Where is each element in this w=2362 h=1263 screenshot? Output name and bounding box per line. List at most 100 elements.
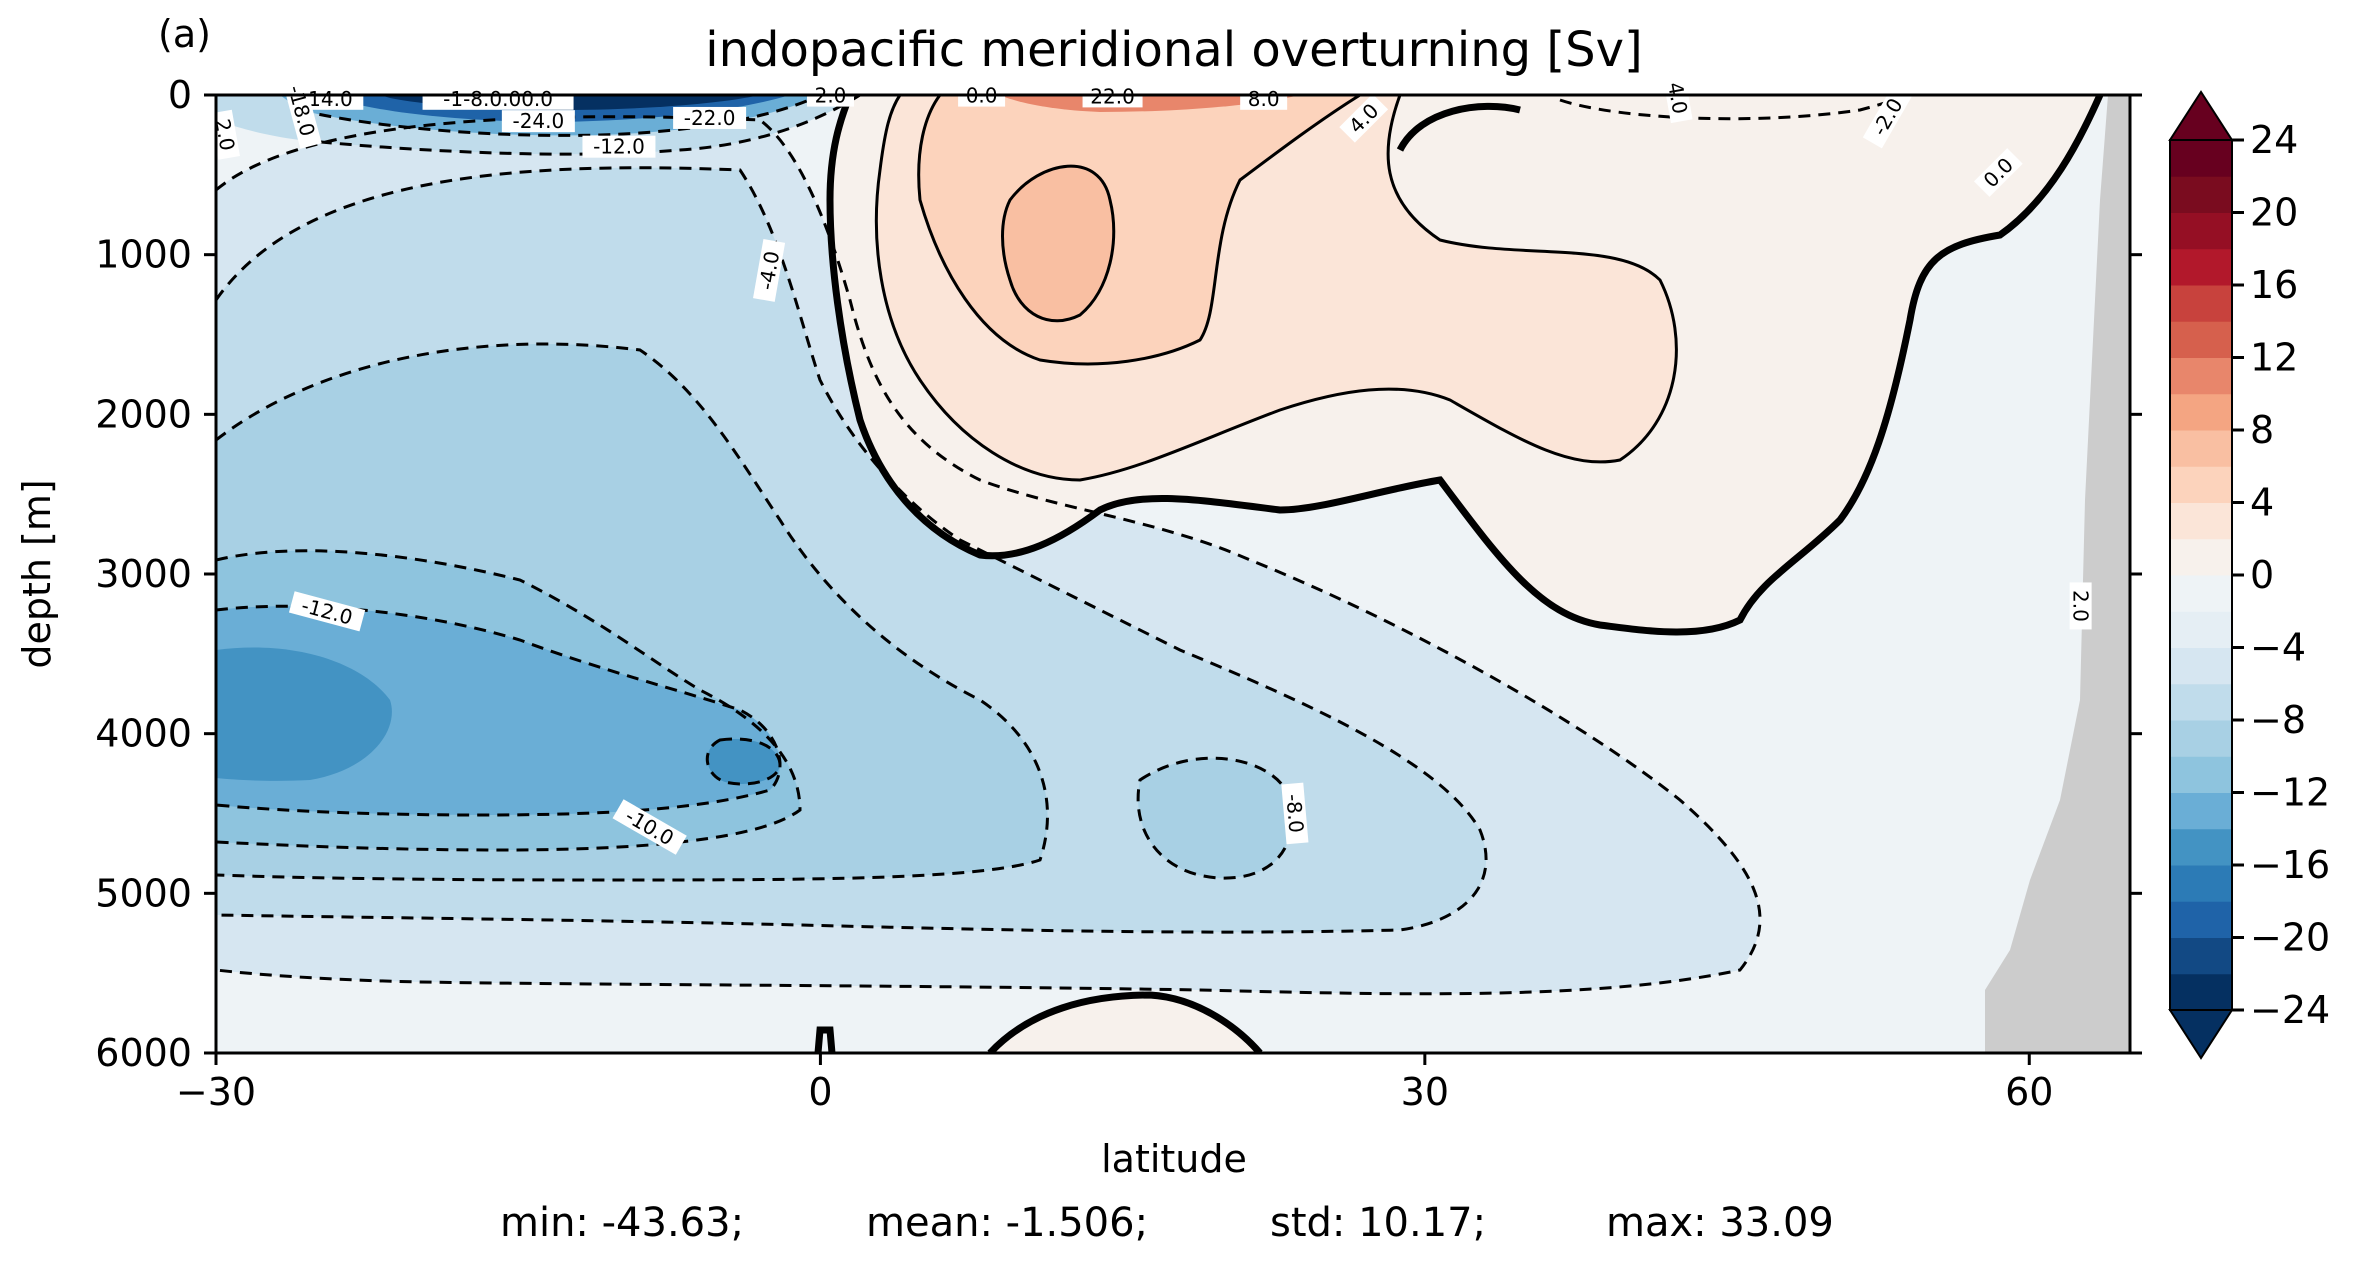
plot-area (216, 95, 2130, 1053)
stats-bar: min: -43.63; mean: -1.506; std: 10.17; m… (0, 1200, 2362, 1260)
colorbar-band (2170, 828, 2232, 866)
contour-label-bg (1281, 782, 1309, 845)
contour-label-bg (1973, 148, 2023, 197)
x-tick-label: 30 (1401, 1070, 1449, 1114)
contour-label-text: -1-8.0.00.0 (443, 87, 553, 111)
colorbar-tick-label: 24 (2250, 118, 2298, 162)
contour-label: -18.0 (281, 72, 322, 149)
colorbar-extend-min (2168, 1009, 2234, 1060)
contour-label-bg (1862, 85, 1912, 149)
contour-lines-positive (874, 95, 1678, 482)
chart-title: indopacific meridional overturning [Sv] (705, 22, 1642, 78)
colorbar-extend-max (2168, 90, 2234, 141)
colorbar-band (2170, 140, 2232, 177)
colorbar-tick-label: 0 (2250, 553, 2274, 597)
colorbar-band (2170, 285, 2232, 322)
colorbar-tick-label: −20 (2250, 916, 2330, 960)
colorbar-band (2170, 901, 2232, 938)
y-tick-label: 0 (168, 73, 192, 117)
y-tick-label: 4000 (95, 712, 192, 756)
colorbar-tick-label: 20 (2250, 191, 2298, 235)
colorbar-band (2170, 973, 2232, 1011)
colorbar-band (2170, 502, 2232, 540)
contour-label-bg (753, 239, 786, 302)
y-tick-label: 2000 (95, 392, 192, 436)
colorbar-band (2170, 176, 2232, 213)
contour-label-text: -22.0 (684, 106, 736, 130)
contour-label-bg (1240, 87, 1288, 110)
contour-label-bg (422, 87, 574, 110)
x-tick-label: 0 (808, 1070, 832, 1114)
colorbar-band (2170, 756, 2232, 793)
contour-label: 0.0 (1973, 148, 2023, 197)
contour-label: -22.0 (673, 106, 747, 130)
colorbar-band (2170, 683, 2232, 721)
colorbar-band (2170, 937, 2232, 975)
y-tick-label: 1000 (95, 233, 192, 277)
colorbar-band (2170, 357, 2232, 395)
colorbar-band (2170, 865, 2232, 902)
colorbar-tick-label: −24 (2250, 988, 2330, 1032)
contour-label-bg (210, 109, 240, 160)
x-tick-label: −30 (176, 1070, 256, 1114)
contour-label: -24.0 (501, 109, 575, 133)
land-mask (1985, 95, 2130, 1053)
colorbar-tick-label: −8 (2250, 698, 2306, 742)
band-neg-island (1138, 758, 1292, 879)
colorbar-band (2170, 611, 2232, 648)
colorbar-band (2170, 575, 2232, 612)
contour-label-text: 2.0 (2069, 590, 2093, 622)
colorbar-band (2170, 248, 2232, 286)
x-axis: −30 0 30 60 (176, 1053, 2053, 1114)
contour-label-text: -12.0 (593, 135, 645, 159)
contour-label-bg (1662, 72, 1693, 124)
colorbar-tick-label: 4 (2250, 481, 2274, 525)
band-neg-center (707, 739, 780, 785)
colorbar-tick-label: −12 (2250, 771, 2330, 815)
y-tick-label: 3000 (95, 552, 192, 596)
y-axis: 0 1000 2000 3000 4000 5000 6000 (95, 73, 2142, 1075)
stat-max: max: 33.09 (1606, 1200, 1834, 1246)
contour-label: -8.0 (1281, 782, 1309, 845)
contour-label-bg (582, 135, 656, 158)
contour-label: -12.0 (582, 135, 656, 159)
contour-label-text: -8.0 (1281, 793, 1308, 834)
contour-label: 2.0 (2069, 582, 2093, 630)
colorbar-band (2170, 720, 2232, 757)
y-tick-label: 5000 (95, 871, 192, 915)
contour-label: 0.0 (958, 84, 1006, 108)
colorbar-band (2170, 321, 2232, 358)
x-axis-label: latitude (1101, 1137, 1247, 1181)
colorbar-tick-label: −16 (2250, 843, 2330, 887)
colorbar-tick-label: 16 (2250, 263, 2298, 307)
band-neg-12 (216, 647, 392, 781)
colorbar-band (2170, 538, 2232, 576)
colorbar-tick-label: 12 (2250, 336, 2298, 380)
contour-label-bg (288, 591, 366, 632)
contour-label-bg (673, 106, 747, 129)
colorbar-band (2170, 466, 2232, 503)
contour-label: 8.0 (1240, 87, 1288, 111)
band-pos-6 (1002, 166, 1114, 321)
colorbar-band (2170, 393, 2232, 431)
contour-label-text: -24.0 (512, 109, 564, 133)
contour-label-text: 8.0 (1248, 87, 1280, 111)
contour-label-bg (2069, 582, 2092, 630)
colorbar-tick-label: 8 (2250, 408, 2274, 452)
colorbar-band (2170, 212, 2232, 250)
contour-label-text: 4.0 (1663, 80, 1692, 115)
colorbar-band (2170, 430, 2232, 467)
stat-mean: mean: -1.506; (866, 1200, 1149, 1246)
y-axis-label: depth [m] (15, 479, 59, 668)
contour-lines-zero (814, 95, 2104, 1053)
band-pos-bottom (990, 995, 1260, 1053)
stat-std: std: 10.17; (1270, 1200, 1487, 1246)
colorbar-band (2170, 792, 2232, 830)
y-tick-label: 6000 (95, 1031, 192, 1075)
stat-min: min: -43.63; (500, 1200, 745, 1246)
colorbar-tick-label: −4 (2250, 626, 2306, 670)
x-tick-label: 60 (2005, 1070, 2053, 1114)
contour-label-bg (501, 110, 575, 133)
contour-label-bg (281, 72, 322, 149)
